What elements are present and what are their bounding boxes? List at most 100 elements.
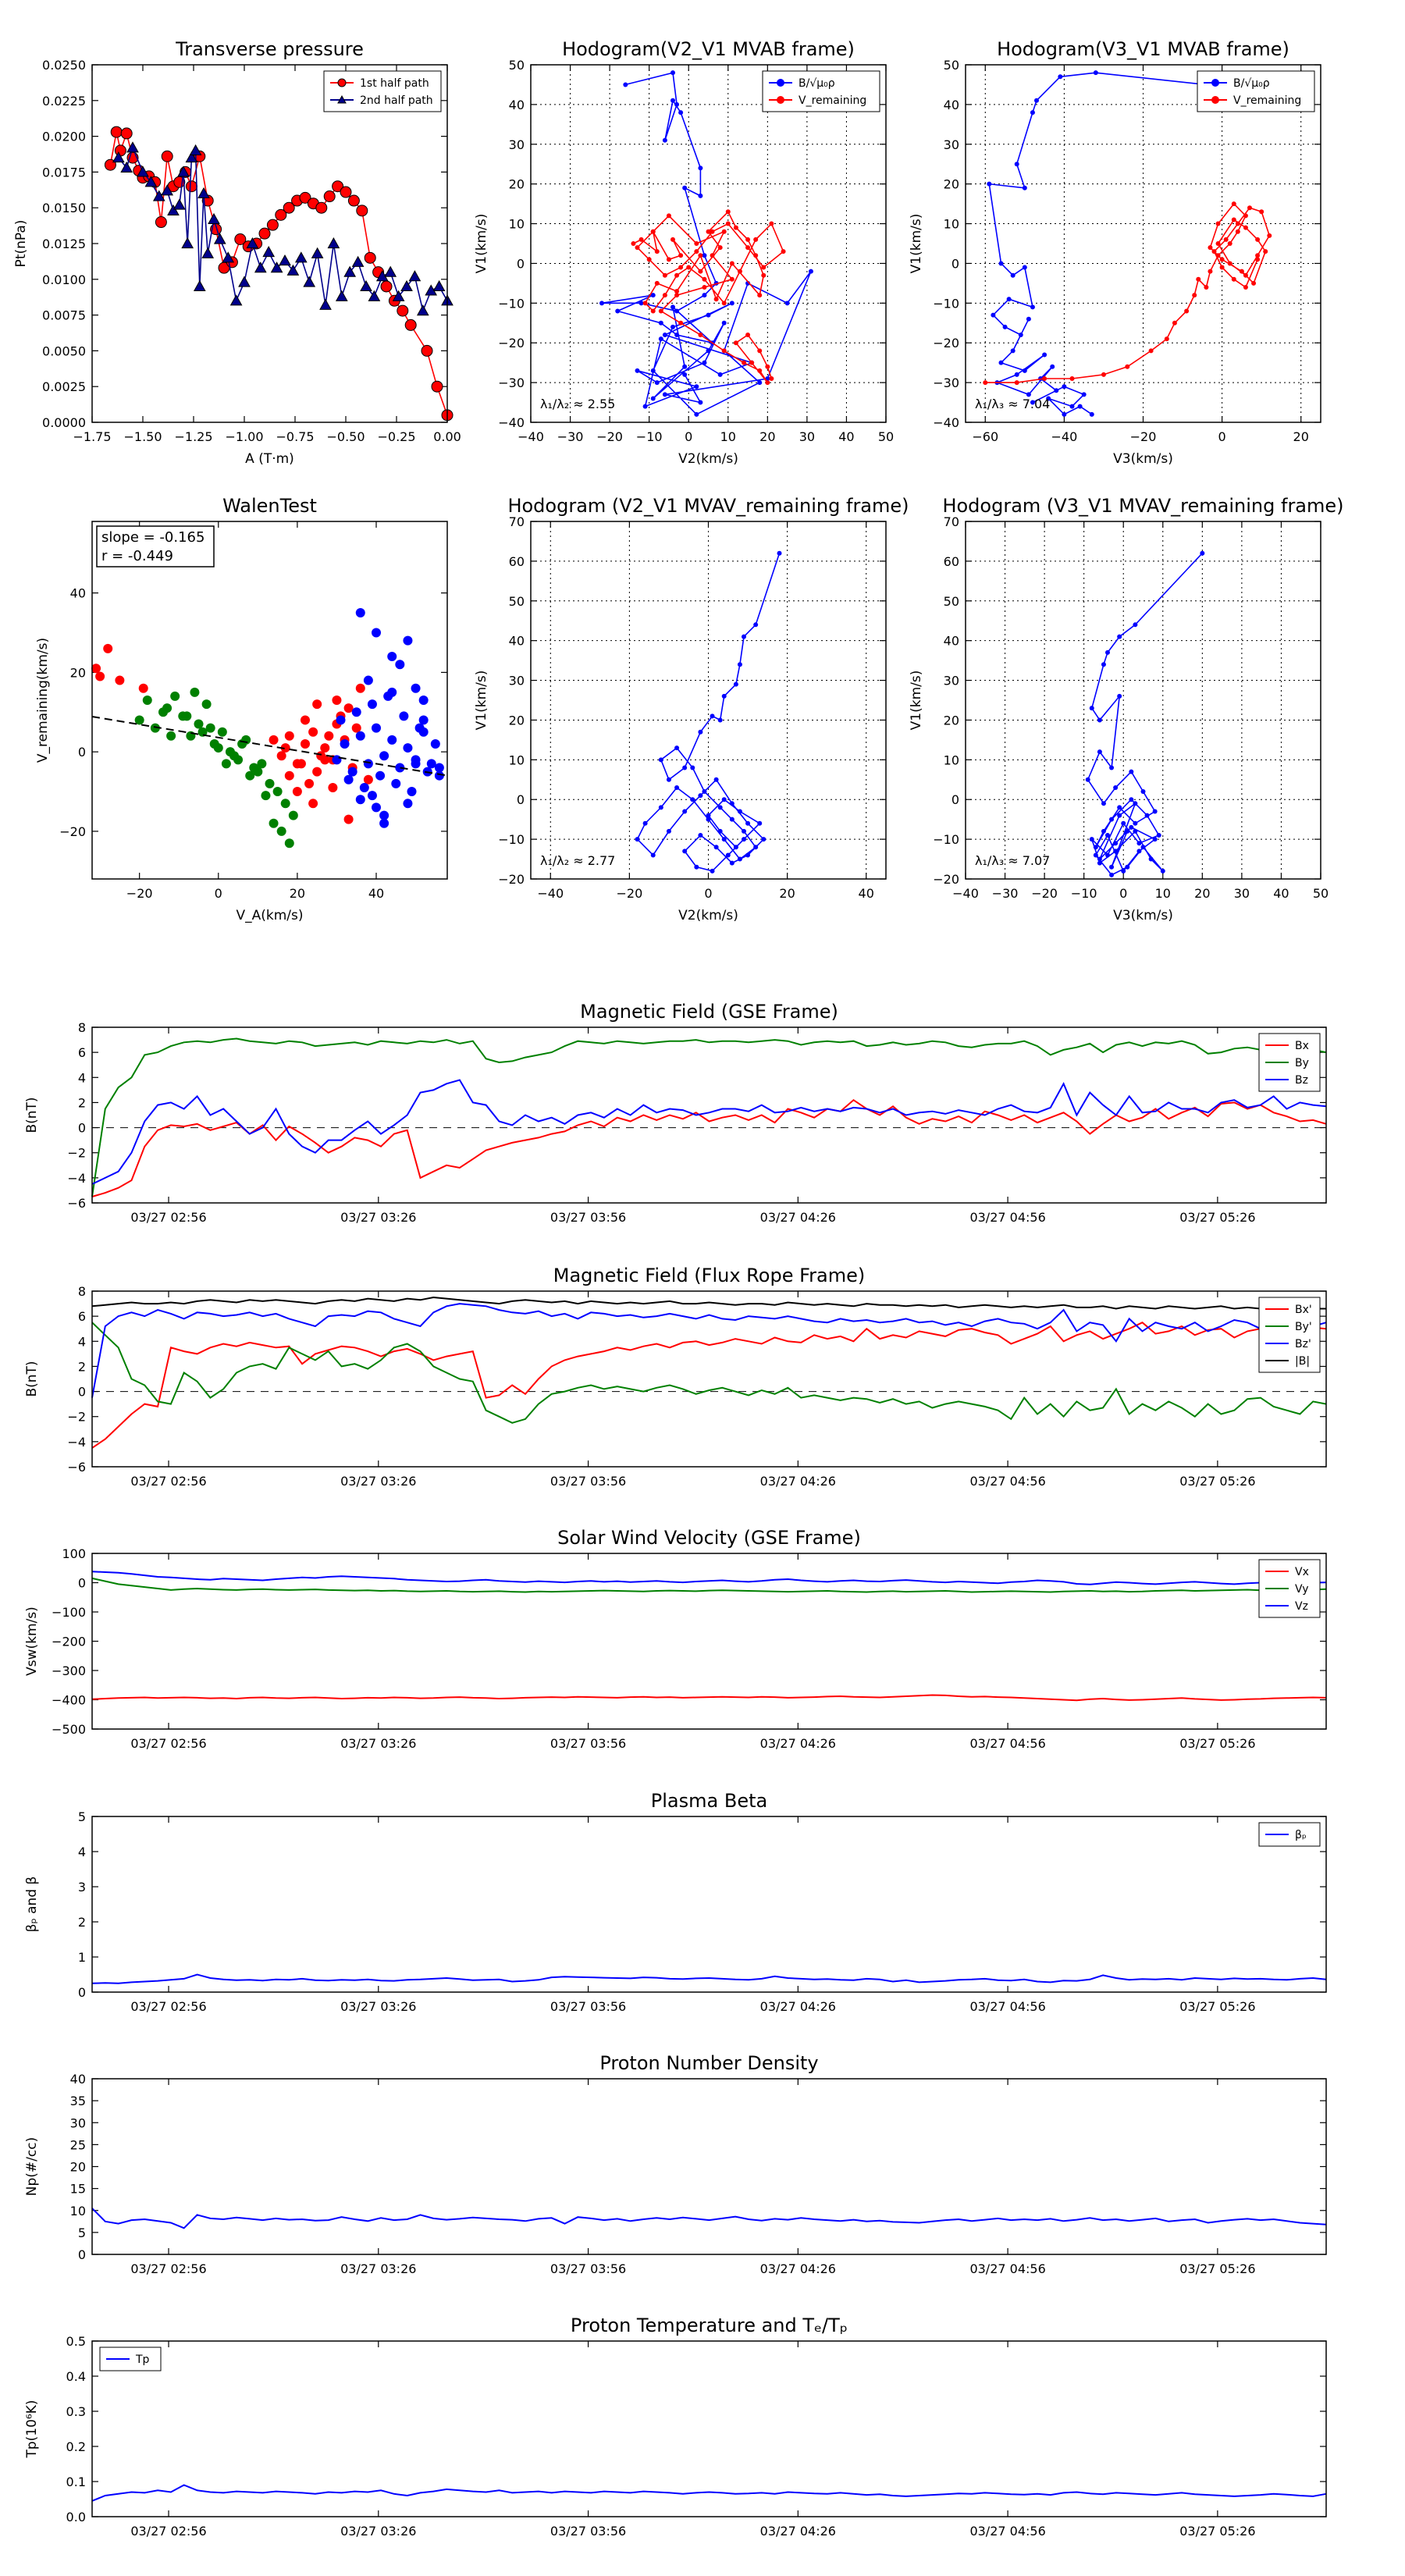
data-point [650,229,656,234]
data-point [654,249,660,254]
data-point [662,392,667,397]
y-tick-label: −4 [67,1171,86,1186]
data-point [1156,833,1161,838]
x-tick-label: 03/27 04:56 [969,2261,1045,2276]
y-axis-label: βₚ and β [24,1877,40,1933]
y-tick-label: 30 [70,2115,86,2130]
y-tick-label: −20 [933,336,959,350]
y-tick-label: −2 [67,1410,86,1425]
y-tick-label: −4 [67,1435,86,1450]
data-point [1215,253,1221,258]
data-point [991,312,996,318]
data-point [737,269,742,274]
y-tick-label: 40 [509,634,525,649]
y-tick-label: 40 [70,2072,86,2087]
series-line-tp [91,2484,1327,2502]
data-point [315,201,328,214]
data-point [717,805,723,810]
data-point [328,782,338,792]
data-point [367,791,377,801]
data-point [745,245,751,251]
data-point [1223,237,1229,242]
data-point [737,662,742,667]
data-point [662,333,667,338]
data-point [434,770,444,781]
data-point [745,333,751,338]
x-tick-label: 03/27 03:26 [340,1999,416,2014]
data-point [301,738,310,749]
x-tick-label: 03/27 05:26 [1179,1736,1255,1751]
data-point [670,324,675,329]
data-point [674,333,680,338]
data-point [237,738,247,749]
data-point [1136,849,1142,854]
data-point [1097,856,1102,862]
data-point [717,828,723,834]
data-point [182,711,192,721]
series-line-bz [91,1079,1327,1185]
data-point [283,201,295,214]
data-point [414,723,425,733]
y-tick-label: 20 [944,713,959,728]
data-point [1204,284,1209,290]
data-point [327,237,340,249]
data-point [387,652,397,662]
data-point [1148,856,1154,862]
data-point [1255,253,1261,258]
data-point [674,308,680,314]
x-tick-label: 03/27 03:56 [550,2261,626,2276]
data-point [319,298,332,310]
y-axis-label: Vsw(km/s) [24,1606,40,1676]
y-tick-label: 70 [509,514,525,529]
y-tick-label: 3 [78,1880,86,1895]
x-tick-label: −10 [1071,886,1097,901]
data-point [662,137,667,143]
legend-label: Vx [1295,1566,1309,1578]
data-point [670,98,675,103]
ratio-annotation: λ₁/λ₂ ≈ 2.77 [540,853,615,868]
data-point [258,227,271,240]
series-2nd-half-path [112,141,454,316]
data-point [717,717,723,723]
data-point [1018,333,1023,338]
x-tick-label: 0 [1218,429,1226,444]
data-point [717,245,723,251]
data-point [347,767,357,777]
data-point [725,209,731,215]
y-tick-label: −30 [498,375,525,390]
x-tick-label: 03/27 03:26 [340,2524,416,2539]
data-point [222,251,235,263]
data-point [276,826,286,836]
ratio-annotation: λ₁/λ₂ ≈ 2.55 [540,397,615,411]
x-tick-label: −30 [557,429,584,444]
data-point [1227,261,1232,266]
data-point [729,276,735,282]
data-point [753,845,759,850]
data-point [1034,98,1039,103]
y-axis-label: Np(#/cc) [24,2137,40,2196]
chart-ts_fr: Magnetic Field (Flux Rope Frame) −6 −4 −2 0 2… [24,1265,1327,1489]
legend-label: Bz' [1295,1338,1311,1350]
data-point [1010,272,1016,278]
data-point [710,713,715,719]
series-line- [91,1973,1327,1984]
data-point [257,759,267,769]
data-point [355,795,365,805]
data-point [658,308,663,314]
data-point [678,265,684,270]
chart-ts_beta: Plasma Beta 0 1 2 3 4 5 03/27 02:56 03/27 03:26 0… [24,1790,1327,2014]
data-point [650,368,656,373]
y-tick-label: 5 [78,2226,86,2240]
data-point [650,852,656,858]
data-point [1050,364,1055,369]
plot-frame [965,64,1321,423]
y-axis-label: B(nT) [24,1097,40,1133]
data-point [635,245,640,251]
data-point [742,634,746,639]
data-point [1105,833,1110,838]
x-tick-label: −1.00 [225,429,263,444]
chart-h2: Hodogram(V3_V1 MVAB frame) −60 −40 −20 0 20 −4… [909,38,1321,467]
y-tick-label: −40 [933,415,959,430]
data-point [312,767,322,777]
stats-line: slope = -0.165 [101,529,205,546]
